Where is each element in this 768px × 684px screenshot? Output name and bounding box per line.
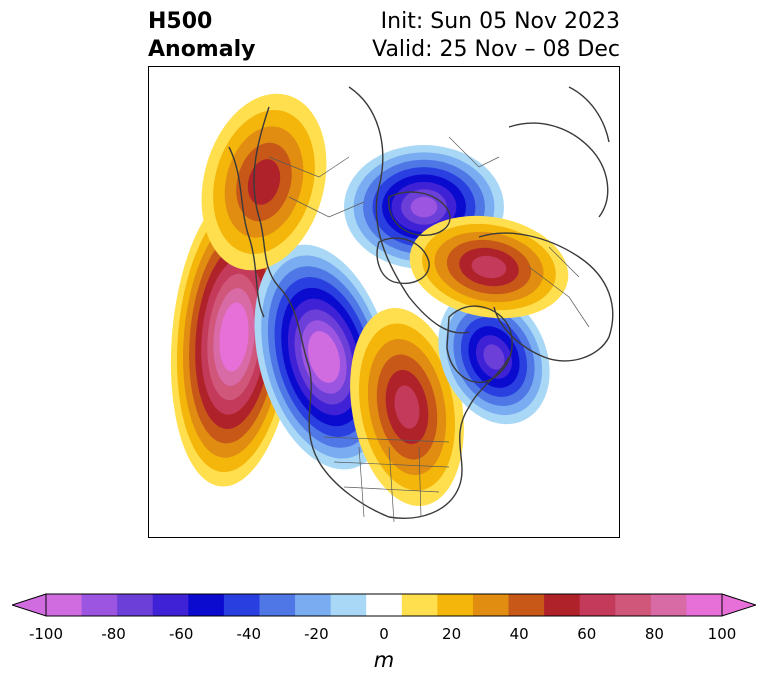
colorbar-segment [81, 594, 118, 616]
valid-range: Valid: 25 Nov – 08 Dec [372, 37, 620, 62]
anomaly-center [350, 308, 464, 506]
colorbar-segment [579, 594, 616, 616]
colorbar-segment [188, 594, 225, 616]
colorbar-tick-label: 40 [509, 625, 529, 643]
chart-title-left: H500 Anomaly [148, 8, 255, 64]
coastlines [228, 86, 614, 519]
chart-title-right: Init: Sun 05 Nov 2023 Valid: 25 Nov – 08… [372, 8, 620, 64]
colorbar-tick-label: 60 [577, 625, 597, 643]
colorbar-tick-label: 0 [379, 625, 389, 643]
political-borders [268, 136, 590, 523]
colorbar-segment [650, 594, 687, 616]
anomaly-center [409, 215, 569, 319]
colorbar-tick-label: 100 [707, 625, 737, 643]
anomaly-contour-band [247, 159, 281, 205]
colorbar-segment [366, 594, 403, 616]
colorbar-tick-label: -100 [28, 625, 64, 643]
colorbar-tick-label: -40 [236, 625, 262, 643]
colorbar-segment [437, 594, 474, 616]
colorbar-segment [223, 594, 260, 616]
colorbar-tick-label: 20 [442, 625, 462, 643]
colorbar-segment [117, 594, 154, 616]
colorbar-segment [46, 594, 83, 616]
title-field: Anomaly [148, 37, 256, 62]
colorbar-segment [152, 594, 189, 616]
colorbar-segment [615, 594, 652, 616]
anomaly-contour-band [410, 196, 438, 218]
anomaly-map [148, 66, 620, 538]
colorbar-segment [259, 594, 296, 616]
anomaly-center [438, 289, 550, 425]
colorbar-tick-label: -60 [168, 625, 194, 643]
anomaly-contour-band [471, 255, 507, 279]
colorbar-segment [330, 594, 367, 616]
colorbar-segment [686, 594, 723, 616]
colorbar-border [45, 593, 723, 617]
colorbar-segment [401, 594, 438, 616]
map-canvas [170, 86, 614, 523]
colorbar-extend-low [12, 593, 47, 617]
colorbar-segment [544, 594, 581, 616]
init-date: Init: Sun 05 Nov 2023 [380, 9, 620, 34]
anomaly-center [170, 187, 298, 487]
title-variable: H500 [148, 9, 213, 34]
colorbar-extend-high [721, 593, 756, 617]
colorbar-segment [508, 594, 545, 616]
anomaly-contour-band [225, 316, 243, 358]
colorbar-segment [295, 594, 332, 616]
colorbar-unit: m [373, 648, 395, 672]
colorbar-tick-label: -80 [101, 625, 126, 643]
colorbar-segment [472, 594, 510, 616]
anomaly-contour-band [314, 341, 334, 373]
anomaly-contours [170, 93, 569, 506]
colorbar-tick-label: -20 [304, 625, 329, 643]
anomaly-contour-band [394, 385, 420, 429]
colorbar [12, 593, 756, 617]
anomaly-center [201, 93, 327, 271]
colorbar-tick-label: 80 [644, 625, 664, 643]
anomaly-contour-band [483, 344, 505, 370]
